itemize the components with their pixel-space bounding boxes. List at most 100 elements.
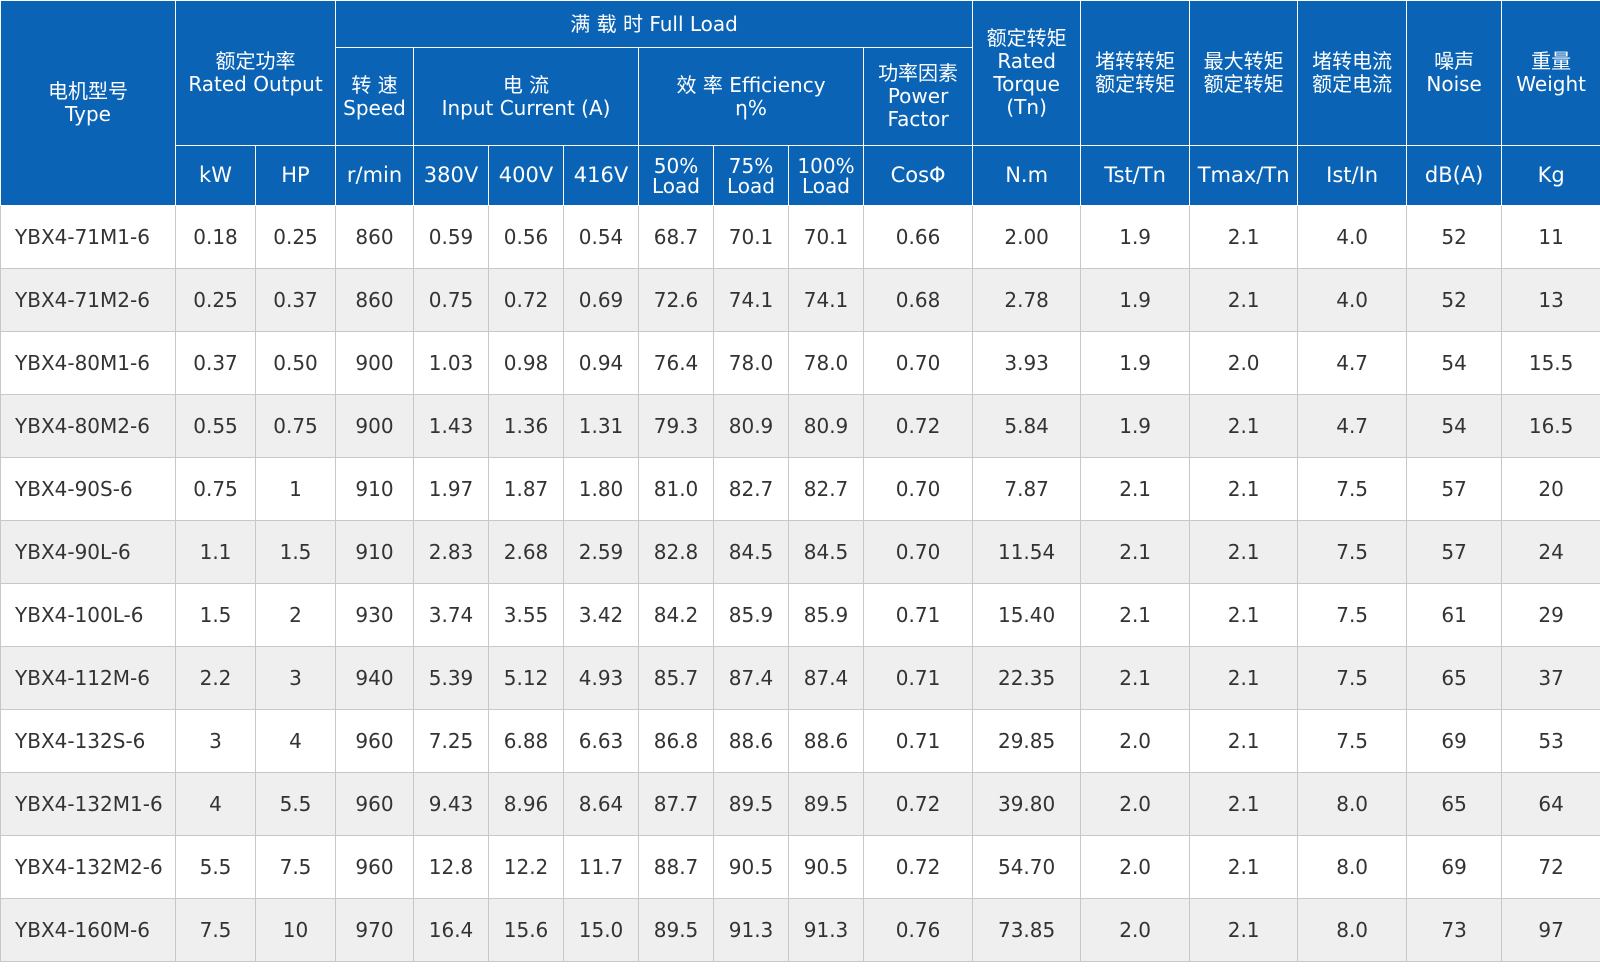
table-cell: 4 bbox=[175, 772, 256, 836]
header-max-torque: 最大转矩 额定转矩 bbox=[1189, 0, 1299, 146]
header-locked-rotor-torque: 堵转转矩 额定转矩 bbox=[1080, 0, 1191, 146]
table-cell: 20 bbox=[1501, 457, 1600, 521]
table-cell: 81.0 bbox=[638, 457, 715, 521]
table-cell: 5.5 bbox=[254, 772, 337, 836]
table-cell: 2.1 bbox=[1189, 457, 1299, 521]
table-cell: 53 bbox=[1501, 709, 1600, 773]
table-cell: 0.50 bbox=[254, 331, 337, 395]
header-noise: 噪声 Noise bbox=[1406, 0, 1503, 146]
table-cell: 78.0 bbox=[713, 331, 790, 395]
table-cell: 15.40 bbox=[972, 583, 1082, 647]
table-cell: 2.59 bbox=[563, 520, 640, 584]
table-cell: 0.72 bbox=[863, 394, 974, 458]
table-cell: 24 bbox=[1501, 520, 1600, 584]
header-type: 电机型号 Type bbox=[0, 0, 176, 206]
motor-type-cell: YBX4-80M2-6 bbox=[0, 394, 176, 458]
table-cell: 11.7 bbox=[563, 835, 640, 899]
table-cell: 72 bbox=[1501, 835, 1600, 899]
table-cell: 69 bbox=[1406, 835, 1503, 899]
table-cell: 2.1 bbox=[1080, 457, 1191, 521]
table-cell: 13 bbox=[1501, 268, 1600, 332]
table-cell: 3.74 bbox=[413, 583, 490, 647]
table-cell: 76.4 bbox=[638, 331, 715, 395]
table-cell: 1.1 bbox=[175, 520, 256, 584]
table-cell: 6.63 bbox=[563, 709, 640, 773]
table-cell: 64 bbox=[1501, 772, 1600, 836]
table-cell: 7.5 bbox=[1297, 646, 1408, 710]
table-cell: 0.75 bbox=[254, 394, 337, 458]
table-cell: 70.1 bbox=[788, 205, 865, 269]
motor-type-cell: YBX4-160M-6 bbox=[0, 898, 176, 962]
table-cell: 4.0 bbox=[1297, 268, 1408, 332]
table-cell: 0.71 bbox=[863, 709, 974, 773]
table-cell: 2.1 bbox=[1189, 583, 1299, 647]
table-cell: 85.7 bbox=[638, 646, 715, 710]
table-cell: 3.93 bbox=[972, 331, 1082, 395]
table-cell: 84.5 bbox=[788, 520, 865, 584]
table-cell: 97 bbox=[1501, 898, 1600, 962]
table-cell: 930 bbox=[335, 583, 415, 647]
table-cell: 12.2 bbox=[488, 835, 565, 899]
table-row: YBX4-160M-6 7.5 10 970 16.4 15.6 15.0 89.5 91.3 9… bbox=[0, 898, 1600, 962]
table-cell: 2.0 bbox=[1080, 835, 1191, 899]
table-cell: 57 bbox=[1406, 457, 1503, 521]
table-cell: 2.0 bbox=[1080, 898, 1191, 962]
table-cell: 70.1 bbox=[713, 205, 790, 269]
table-cell: 88.6 bbox=[788, 709, 865, 773]
table-row: YBX4-132M2-6 5.5 7.5 960 12.8 12.2 11.7 88.7 90.… bbox=[0, 835, 1600, 899]
table-cell: 940 bbox=[335, 646, 415, 710]
table-cell: 5.84 bbox=[972, 394, 1082, 458]
table-row: YBX4-71M1-6 0.18 0.25 860 0.59 0.56 0.54 68.7 70… bbox=[0, 205, 1600, 269]
table-cell: 39.80 bbox=[972, 772, 1082, 836]
unit-cos-phi: CosΦ bbox=[863, 145, 974, 206]
table-cell: 84.5 bbox=[713, 520, 790, 584]
table-cell: 8.0 bbox=[1297, 835, 1408, 899]
table-cell: 8.96 bbox=[488, 772, 565, 836]
table-cell: 0.71 bbox=[863, 583, 974, 647]
table-cell: 90.5 bbox=[713, 835, 790, 899]
motor-type-cell: YBX4-71M1-6 bbox=[0, 205, 176, 269]
table-cell: 3.55 bbox=[488, 583, 565, 647]
table-cell: 11.54 bbox=[972, 520, 1082, 584]
table-cell: 89.5 bbox=[713, 772, 790, 836]
table-row: YBX4-90S-6 0.75 1 910 1.97 1.87 1.80 81.0 82.7 82… bbox=[0, 457, 1600, 521]
table-cell: 2.1 bbox=[1189, 520, 1299, 584]
table-cell: 91.3 bbox=[713, 898, 790, 962]
table-cell: 5.12 bbox=[488, 646, 565, 710]
table-cell: 8.64 bbox=[563, 772, 640, 836]
table-cell: 910 bbox=[335, 457, 415, 521]
table-cell: 16.5 bbox=[1501, 394, 1600, 458]
table-cell: 54 bbox=[1406, 394, 1503, 458]
table-body: YBX4-71M1-6 0.18 0.25 860 0.59 0.56 0.54 68.7 70… bbox=[0, 205, 1600, 962]
table-cell: 73.85 bbox=[972, 898, 1082, 962]
table-cell: 15.5 bbox=[1501, 331, 1600, 395]
table-row: YBX4-112M-6 2.2 3 940 5.39 5.12 4.93 85.7 87.4 87… bbox=[0, 646, 1600, 710]
table-row: YBX4-90L-6 1.1 1.5 910 2.83 2.68 2.59 82.8 84.5 8… bbox=[0, 520, 1600, 584]
table-cell: 900 bbox=[335, 331, 415, 395]
motor-type-cell: YBX4-80M1-6 bbox=[0, 331, 176, 395]
table-cell: 89.5 bbox=[638, 898, 715, 962]
table-cell: 1 bbox=[254, 457, 337, 521]
table-cell: 2.1 bbox=[1189, 898, 1299, 962]
table-header: 电机型号 Type 额定功率 Rated Output 满 载 时 Full L… bbox=[0, 0, 1600, 206]
table-cell: 1.9 bbox=[1080, 268, 1191, 332]
table-cell: 2.1 bbox=[1080, 583, 1191, 647]
table-cell: 0.55 bbox=[175, 394, 256, 458]
table-cell: 9.43 bbox=[413, 772, 490, 836]
table-cell: 5.39 bbox=[413, 646, 490, 710]
table-cell: 89.5 bbox=[788, 772, 865, 836]
table-cell: 82.7 bbox=[713, 457, 790, 521]
table-cell: 1.97 bbox=[413, 457, 490, 521]
table-cell: 2.1 bbox=[1189, 394, 1299, 458]
table-cell: 0.70 bbox=[863, 520, 974, 584]
table-row: YBX4-100L-6 1.5 2 930 3.74 3.55 3.42 84.2 85.9 85… bbox=[0, 583, 1600, 647]
table-cell: 15.0 bbox=[563, 898, 640, 962]
table-cell: 79.3 bbox=[638, 394, 715, 458]
table-cell: 0.70 bbox=[863, 457, 974, 521]
table-cell: 1.9 bbox=[1080, 394, 1191, 458]
motor-type-cell: YBX4-132M1-6 bbox=[0, 772, 176, 836]
table-cell: 2.1 bbox=[1189, 835, 1299, 899]
unit-75-load: 75% Load bbox=[713, 145, 790, 206]
table-cell: 37 bbox=[1501, 646, 1600, 710]
table-cell: 68.7 bbox=[638, 205, 715, 269]
